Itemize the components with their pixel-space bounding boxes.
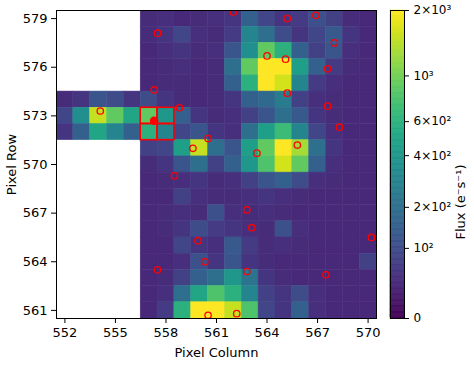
svg-text:Flux (e⁻s⁻¹): Flux (e⁻s⁻¹) — [453, 165, 468, 240]
svg-text:0: 0 — [414, 311, 422, 325]
svg-text:561: 561 — [23, 303, 48, 318]
svg-text:2×10³: 2×10³ — [414, 3, 452, 17]
svg-text:4×10²: 4×10² — [414, 149, 452, 163]
svg-text:564: 564 — [255, 325, 280, 340]
svg-text:Pixel Row: Pixel Row — [4, 134, 19, 196]
svg-text:2×10²: 2×10² — [414, 200, 452, 214]
svg-text:Pixel Column: Pixel Column — [175, 345, 259, 360]
svg-text:552: 552 — [53, 325, 78, 340]
svg-text:558: 558 — [154, 325, 179, 340]
svg-text:555: 555 — [103, 325, 128, 340]
svg-text:579: 579 — [23, 11, 48, 26]
svg-text:10³: 10³ — [414, 69, 434, 83]
svg-text:570: 570 — [356, 325, 381, 340]
svg-text:561: 561 — [204, 325, 229, 340]
svg-text:576: 576 — [23, 59, 48, 74]
svg-text:564: 564 — [23, 254, 48, 269]
svg-text:573: 573 — [23, 108, 48, 123]
svg-text:10²: 10² — [414, 241, 434, 255]
svg-text:567: 567 — [23, 205, 48, 220]
svg-text:570: 570 — [23, 157, 48, 172]
svg-text:6×10²: 6×10² — [414, 114, 452, 128]
svg-text:567: 567 — [305, 325, 330, 340]
